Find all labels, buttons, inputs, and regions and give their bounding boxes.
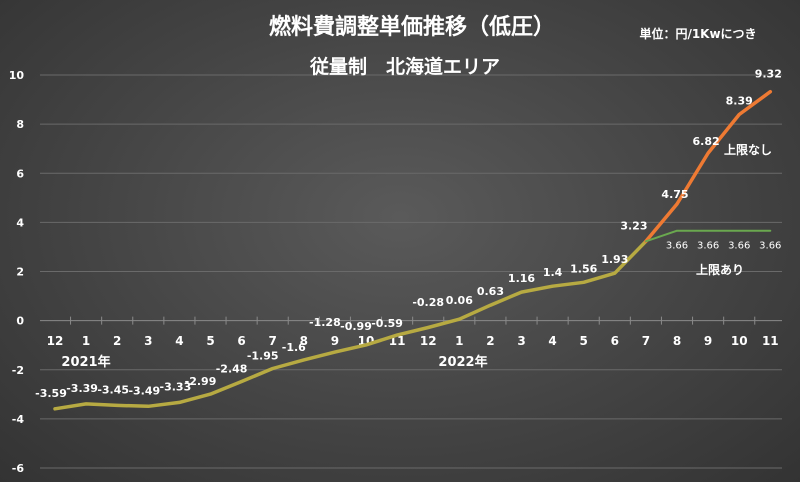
chart-subtitle: 従量制 北海道エリア: [309, 55, 500, 78]
data-label: -0.59: [371, 317, 403, 330]
x-tick-label: 6: [237, 334, 245, 348]
data-label: 3.66: [697, 241, 719, 252]
x-tick-label: 7: [269, 334, 277, 348]
x-tick-label: 11: [762, 334, 779, 348]
chart-title: 燃料費調整単価推移（低圧）: [269, 14, 555, 40]
x-tick-label: 3: [517, 334, 525, 348]
series-line-0: [53, 239, 648, 411]
x-tick-label: 8: [673, 334, 681, 348]
data-label: 9.32: [755, 68, 782, 81]
data-label: 1.56: [570, 262, 597, 275]
x-tick-label: 4: [175, 334, 183, 348]
data-label: -2.99: [185, 375, 217, 388]
x-tick-label: 12: [420, 334, 437, 348]
x-tick-label: 6: [611, 334, 619, 348]
data-label: -2.48: [216, 363, 248, 376]
data-label: -3.49: [128, 384, 160, 397]
x-tick-label: 9: [704, 334, 712, 348]
data-label: 0.06: [446, 294, 473, 307]
data-label: 1.16: [508, 272, 535, 285]
series-line-2: [644, 229, 772, 243]
x-tick-label: 9: [331, 334, 339, 348]
x-tick-label: 3: [144, 334, 152, 348]
x-tick-label: 8: [300, 334, 308, 348]
data-label: 3.66: [759, 241, 781, 252]
data-label: -3.33: [160, 380, 192, 393]
gridlines: [40, 74, 782, 469]
data-label: -3.59: [35, 387, 67, 400]
data-label-layer: -3.59 -3.39 -3.45 -3.49 -3.33-2.99-2.48-1.95…: [35, 68, 782, 400]
year-label-2022: 2022年: [438, 354, 487, 370]
y-tick-label: 0: [16, 315, 24, 328]
data-label: -0.28: [412, 296, 444, 309]
x-tick-label: 4: [548, 334, 556, 348]
data-label: 1.93: [601, 253, 628, 266]
x-tick-label: 1: [82, 334, 90, 348]
y-tick-label: 6: [16, 167, 24, 180]
data-label: 3.66: [666, 241, 688, 252]
series-line-1: [644, 89, 773, 244]
x-tick-label: 12: [47, 334, 64, 348]
series-layer: [53, 89, 773, 411]
y-tick-label: 10: [9, 69, 25, 82]
x-tick-label: 7: [642, 334, 650, 348]
data-label: 8.39: [726, 95, 753, 108]
data-label: -3.39: [66, 382, 98, 395]
y-tick-label: 8: [16, 118, 24, 131]
series-label-no-cap: 上限なし: [724, 142, 772, 157]
y-tick-label: -6: [12, 462, 25, 475]
x-tick-label: 10: [731, 334, 748, 348]
series-label-capped: 上限あり: [696, 262, 744, 277]
data-label: -1.95: [247, 350, 279, 363]
data-label: 4.75: [661, 188, 688, 201]
y-tick-label: -2: [12, 364, 24, 377]
data-label: -0.99: [340, 320, 372, 333]
y-tick-label: 2: [16, 266, 24, 279]
data-label: -3.45: [97, 383, 129, 396]
data-label: 0.63: [477, 285, 504, 298]
year-label-2021: 2021年: [61, 354, 110, 370]
data-label: -1.6: [282, 341, 306, 354]
data-label: 1.4: [543, 266, 563, 279]
y-tick-label: -4: [12, 413, 25, 426]
unit-note: 単位：円/1Kwにつき: [639, 26, 756, 41]
x-tick-label: 5: [206, 334, 214, 348]
data-label: 3.66: [728, 241, 750, 252]
y-tick-label: 4: [16, 216, 24, 229]
x-tick-label: 2: [486, 334, 494, 348]
data-label: -1.28: [309, 316, 341, 329]
x-tick-label: 5: [580, 334, 588, 348]
data-label: 3.23: [620, 219, 647, 232]
x-tick-label: 2: [113, 334, 121, 348]
data-label: 6.82: [693, 135, 720, 148]
x-tick-label: 1: [455, 334, 463, 348]
